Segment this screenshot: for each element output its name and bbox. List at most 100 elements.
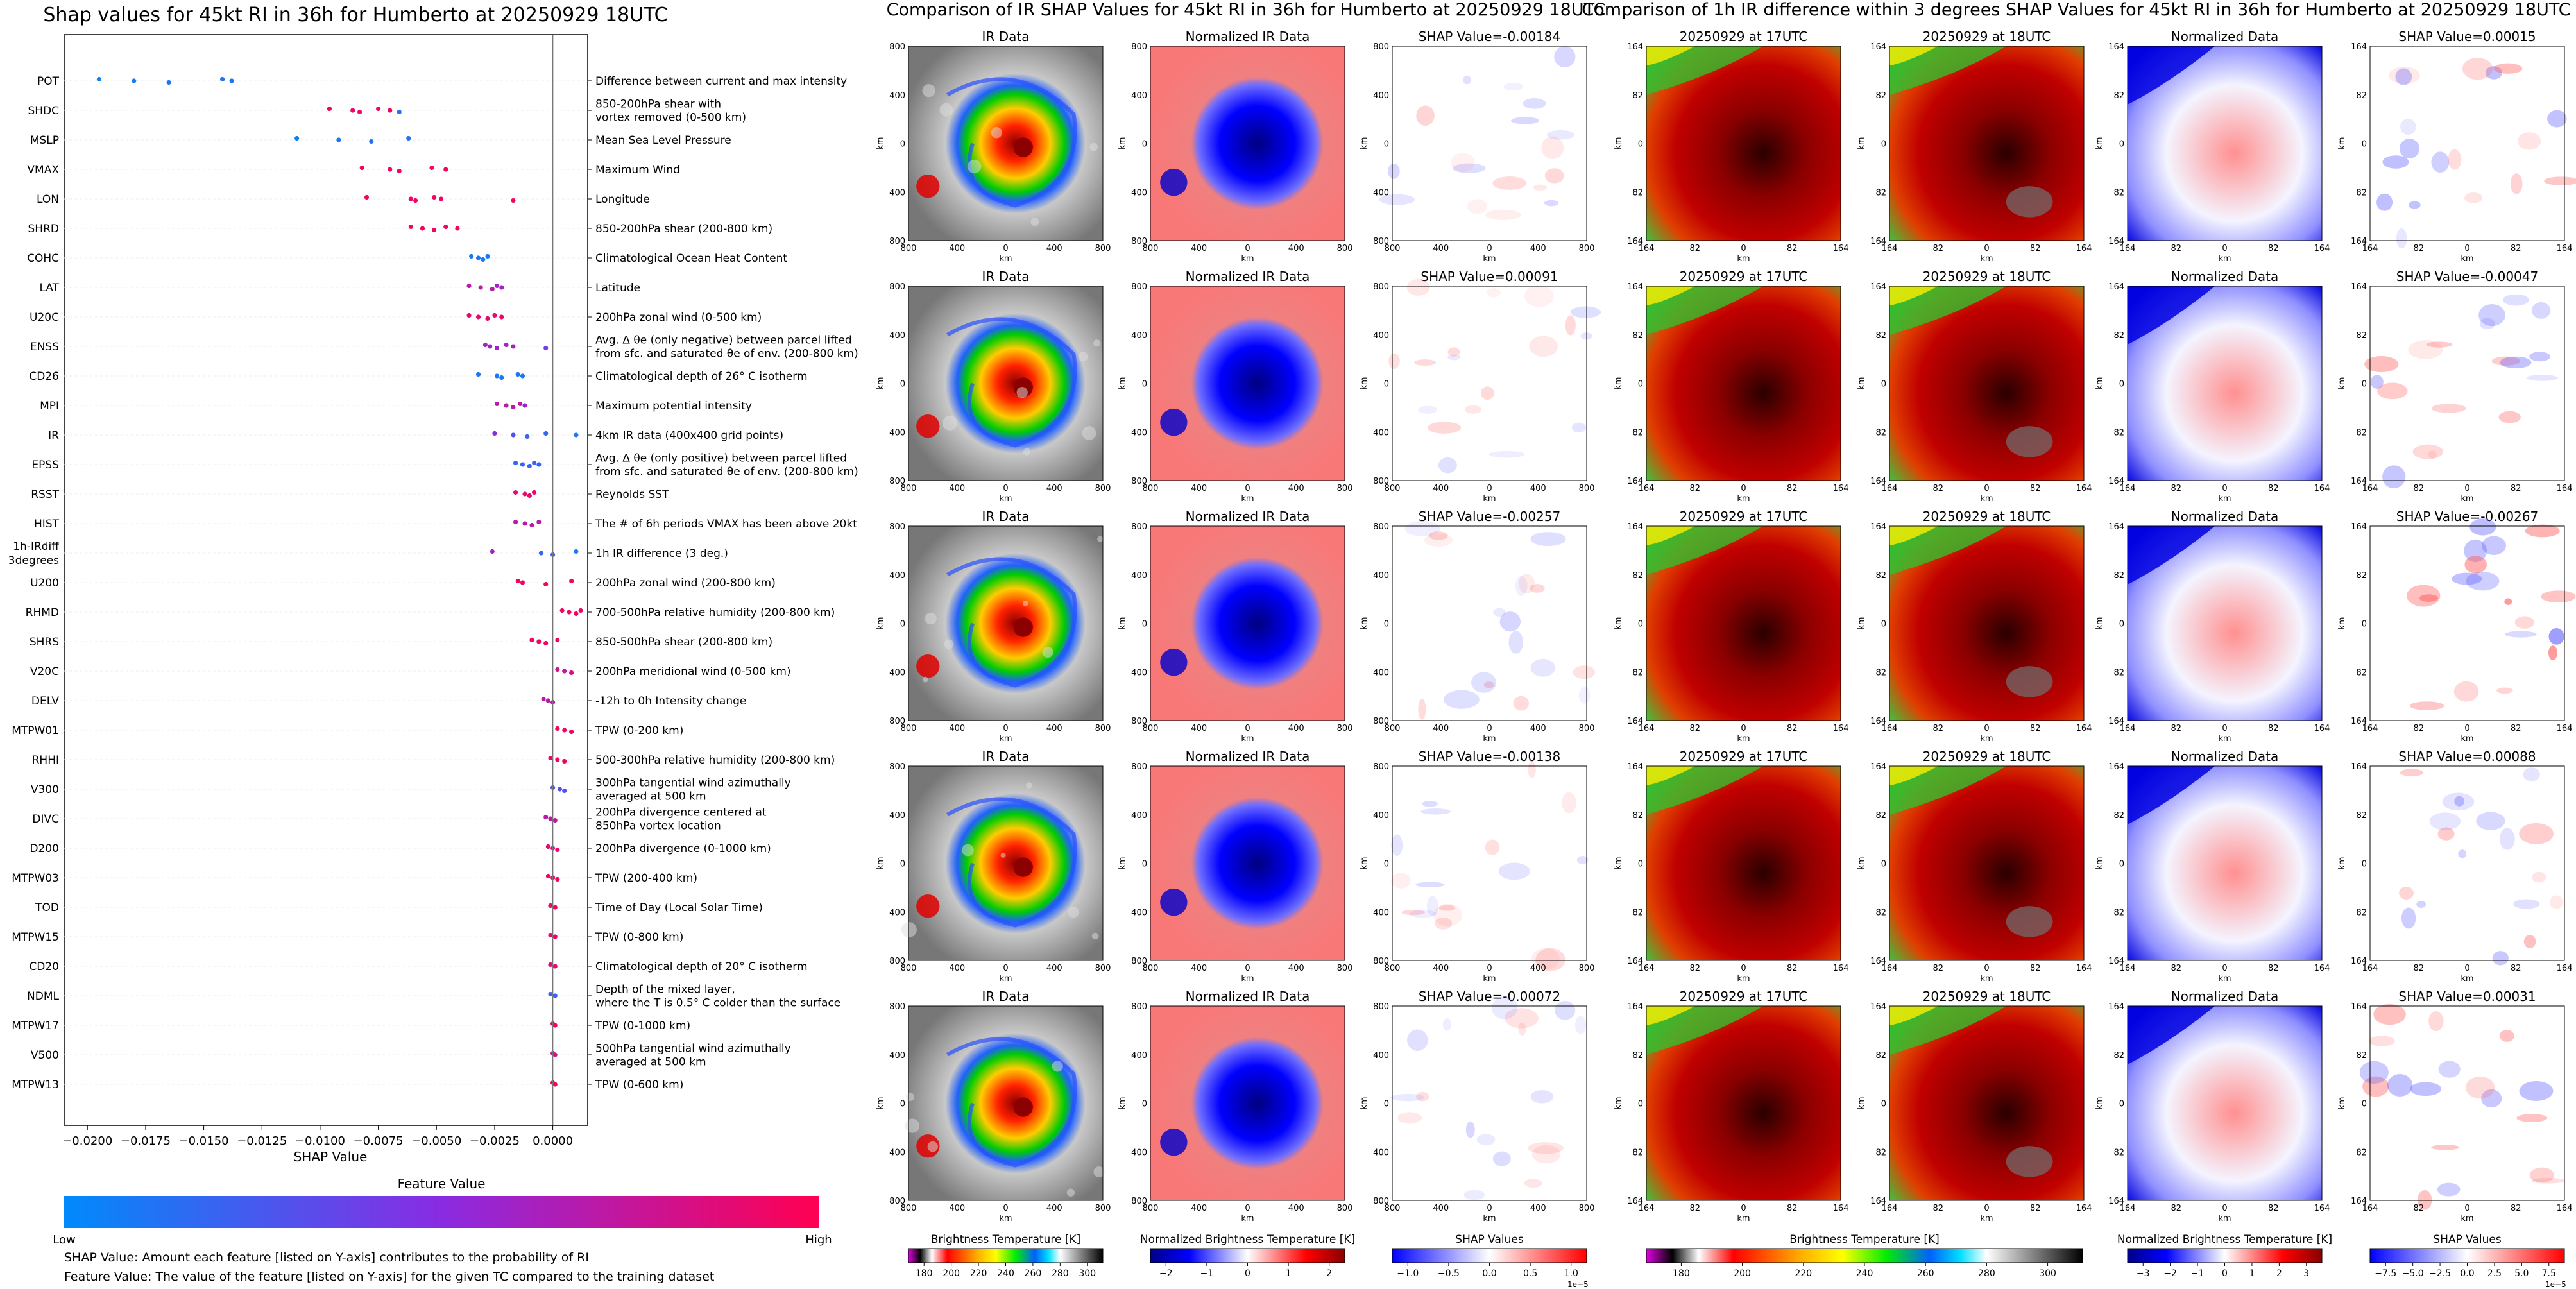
cloud-blob xyxy=(1030,218,1039,226)
shap-blob xyxy=(2496,687,2513,694)
shap-point xyxy=(545,698,550,703)
panel-title: Normalized Data xyxy=(2171,509,2279,524)
panel-y-tick-label: 164 xyxy=(2108,1197,2124,1206)
shap-point xyxy=(166,80,171,85)
shap-blob xyxy=(1476,1134,1496,1146)
panel-title: SHAP Value=-0.00257 xyxy=(1419,509,1560,524)
feature-description-label: 500hPa tangential wind azimuthally xyxy=(595,1043,791,1055)
panel-x-tick-label: 164 xyxy=(2557,1204,2573,1213)
panel-x-tick-label: 0 xyxy=(2222,1204,2227,1213)
shap-point xyxy=(469,253,474,259)
panel-y-axis-label: km xyxy=(2095,137,2104,149)
panel-x-tick-label: 800 xyxy=(901,244,917,253)
panel-frame xyxy=(1889,525,2085,721)
warm-edge xyxy=(1889,46,2006,95)
panel-x-axis-label: km xyxy=(999,254,1012,264)
shap-blob xyxy=(1528,761,1536,778)
shap-blob xyxy=(2481,536,2507,555)
panel-x-tick-label: 164 xyxy=(2314,964,2330,973)
shap-blob xyxy=(1391,834,1403,857)
shap-blob xyxy=(1447,347,1460,357)
shap-point xyxy=(466,312,472,318)
feature-name-label: HIST xyxy=(34,518,60,531)
colorbar-tick-label: 180 xyxy=(916,1268,933,1279)
colorbar-tick-label: −2.5 xyxy=(2429,1268,2451,1279)
panel-x-tick-label: 0 xyxy=(1003,484,1008,493)
shap-point xyxy=(543,640,549,646)
shap-plot-frame xyxy=(64,34,588,1126)
feature-name-label: MTPW03 xyxy=(12,872,59,885)
feature-value-colorbar-title: Feature Value xyxy=(398,1176,486,1191)
panel-x-tick-label: 164 xyxy=(2120,244,2136,253)
panel-y-axis-label: km xyxy=(1614,617,1623,629)
shap-point xyxy=(562,669,567,674)
panel-y-axis-label: km xyxy=(2337,137,2347,149)
panel-y-axis-label: km xyxy=(2337,617,2347,629)
panel-x-tick-label: 82 xyxy=(1689,244,1700,253)
panel-y-axis-label: km xyxy=(1614,857,1623,869)
shap-point xyxy=(527,493,532,499)
cloud-blob xyxy=(925,612,937,625)
panel-y-tick-label: 800 xyxy=(889,1002,905,1012)
shap-point xyxy=(511,344,516,349)
panel-y-tick-label: 164 xyxy=(2108,957,2124,966)
shap-point xyxy=(438,196,444,201)
colorbar-tick-label: 0.0 xyxy=(2460,1268,2474,1279)
colorbar-tick-label: 280 xyxy=(1978,1268,1995,1279)
panel-title: 20250929 at 17UTC xyxy=(1680,989,1808,1004)
colorbar-tick-label: 1 xyxy=(2249,1268,2255,1279)
image-colorbar: Brightness Temperature [K] 180 200 220 240 26… xyxy=(1646,1233,2083,1279)
panel-y-tick-label: 164 xyxy=(1870,42,1886,52)
panel-x-tick-label: 0 xyxy=(1741,1204,1746,1213)
panel-y-tick-label: 82 xyxy=(2356,91,2367,101)
panel-y-tick-label: 0 xyxy=(2362,1100,2367,1109)
panel-y-tick-label: 0 xyxy=(2119,380,2124,389)
panel-y-tick-label: 0 xyxy=(1142,620,1147,629)
panel-y-tick-label: 800 xyxy=(1373,42,1389,52)
feature-description-label: 300hPa tangential wind azimuthally xyxy=(595,777,791,790)
panel-y-tick-label: 800 xyxy=(889,42,905,52)
panel-y-axis-label: km xyxy=(2095,857,2104,869)
panel-y-tick-label: 800 xyxy=(1131,1197,1147,1206)
shap-blob xyxy=(2531,1177,2565,1184)
panel-x-tick-label: 164 xyxy=(1882,724,1898,733)
panel-frame xyxy=(2369,525,2565,721)
feature-description-label: 200hPa zonal wind (0-500 km) xyxy=(595,311,762,324)
feature-description-label: TPW (0-1000 km) xyxy=(595,1020,690,1032)
panel-y-tick-label: 400 xyxy=(1131,908,1147,918)
shap-blob xyxy=(1388,163,1400,179)
shap-blob xyxy=(2382,155,2409,169)
panel-title: SHAP Value=0.00088 xyxy=(2398,749,2536,764)
panel-x-tick-label: 0 xyxy=(1741,724,1746,733)
panel-y-tick-label: 800 xyxy=(1131,957,1147,966)
shap-blob xyxy=(2517,132,2541,150)
panel-x-axis-label: km xyxy=(1980,254,1993,264)
panel-title: 20250929 at 18UTC xyxy=(1923,29,2051,44)
shap-blob xyxy=(2399,139,2419,158)
panel-x-tick-label: 82 xyxy=(2413,484,2424,493)
shap-point xyxy=(574,549,579,554)
panel-frame xyxy=(908,46,1104,241)
panel-y-tick-label: 82 xyxy=(2356,571,2367,581)
shap-blob xyxy=(1530,1089,1554,1104)
shap-blob xyxy=(2499,1030,2514,1042)
gray-patch xyxy=(2006,186,2053,218)
panel-y-tick-label: 400 xyxy=(1373,188,1389,198)
panel-x-tick-label: 82 xyxy=(1787,484,1798,493)
panel-y-tick-label: 164 xyxy=(2108,522,2124,532)
shap-blob xyxy=(2523,935,2536,948)
feature-name-label: D200 xyxy=(30,842,59,855)
panel-x-tick-label: 164 xyxy=(2076,484,2092,493)
panel-frame xyxy=(1150,286,1345,481)
irdiff-panel: 20250929 at 18UTC1641648282008282164164k… xyxy=(1857,269,2092,504)
panel-y-tick-label: 400 xyxy=(1373,91,1389,101)
colorbar-strip xyxy=(908,1248,1104,1263)
shap-blob xyxy=(2407,585,2441,607)
shap-blob xyxy=(2370,375,2384,389)
shap-point xyxy=(485,316,490,321)
irdiff-panel: 20250929 at 18UTC1641648282008282164164k… xyxy=(1857,509,2092,744)
panel-y-tick-label: 0 xyxy=(2362,860,2367,869)
ir-panel: Normalized IR Data8008004004000040040080… xyxy=(1118,989,1352,1224)
panel-y-tick-label: 164 xyxy=(2108,762,2124,772)
panel-y-tick-label: 164 xyxy=(1627,717,1643,726)
